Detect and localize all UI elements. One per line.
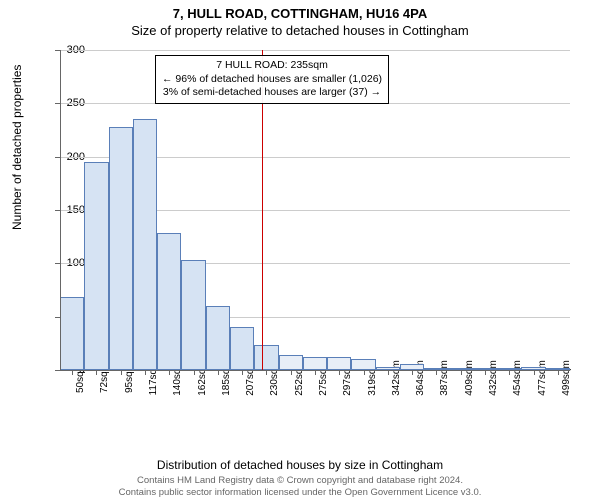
x-tick-label: 499sqm: [561, 360, 572, 396]
histogram-bar: [133, 119, 157, 370]
histogram-chart: 50sqm72sqm95sqm117sqm140sqm162sqm185sqm2…: [60, 50, 570, 420]
footer-line1: Contains HM Land Registry data © Crown c…: [0, 475, 600, 486]
histogram-bar: [206, 306, 230, 370]
histogram-bar: [351, 359, 375, 370]
info-box-line2: ← 96% of detached houses are smaller (1,…: [162, 73, 382, 87]
histogram-bar: [254, 345, 278, 370]
x-tick-label: 454sqm: [512, 360, 523, 396]
histogram-bar: [109, 127, 133, 370]
x-tick-label: 387sqm: [439, 360, 450, 396]
histogram-bar: [84, 162, 108, 370]
x-tick-label: 477sqm: [537, 360, 548, 396]
title-address: 7, HULL ROAD, COTTINGHAM, HU16 4PA: [0, 0, 600, 21]
footer-attribution: Contains HM Land Registry data © Crown c…: [0, 475, 600, 498]
x-tick-label: 432sqm: [488, 360, 499, 396]
y-axis-label: Number of detached properties: [10, 65, 24, 230]
histogram-bar: [279, 355, 303, 370]
x-tick-label: 409sqm: [464, 360, 475, 396]
histogram-bar: [157, 233, 181, 370]
info-box: 7 HULL ROAD: 235sqm← 96% of detached hou…: [155, 55, 389, 104]
histogram-bar: [303, 357, 327, 370]
histogram-bar: [181, 260, 205, 370]
info-box-line3: 3% of semi-detached houses are larger (3…: [162, 86, 382, 100]
histogram-bar: [60, 297, 84, 370]
histogram-bar: [327, 357, 351, 370]
x-axis-label: Distribution of detached houses by size …: [0, 458, 600, 472]
footer-line2: Contains public sector information licen…: [0, 487, 600, 498]
title-subtitle: Size of property relative to detached ho…: [0, 21, 600, 38]
info-box-line1: 7 HULL ROAD: 235sqm: [162, 59, 382, 73]
histogram-bar: [230, 327, 254, 370]
